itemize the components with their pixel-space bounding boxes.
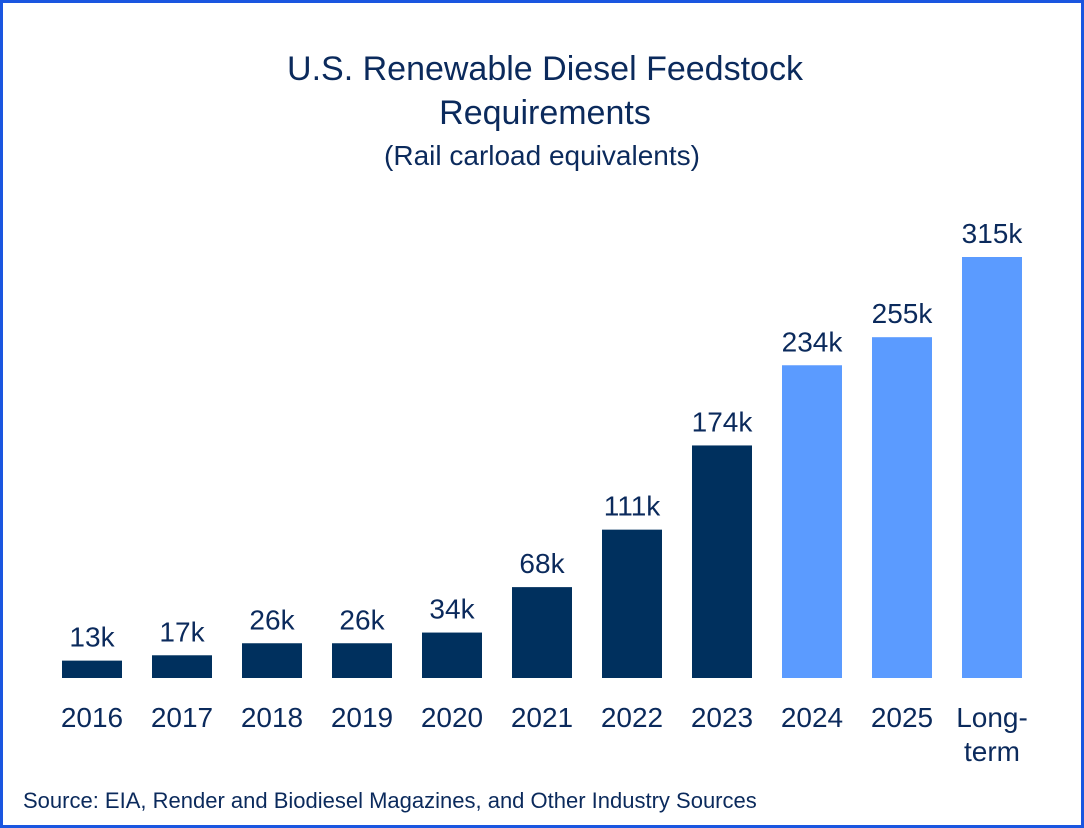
value-label: 17k	[159, 616, 205, 647]
bar	[692, 445, 752, 678]
x-tick-label: 2020	[421, 702, 483, 733]
value-label: 111k	[604, 491, 662, 522]
bar	[872, 337, 932, 678]
value-label: 26k	[339, 604, 385, 635]
value-label: 234k	[782, 326, 844, 357]
x-tick-label: 2019	[331, 702, 393, 733]
value-label: 34k	[429, 594, 475, 625]
x-tick-label: 2021	[511, 702, 573, 733]
value-label: 255k	[872, 298, 934, 329]
source-note: Source: EIA, Render and Biodiesel Magazi…	[23, 788, 757, 813]
value-label: 26k	[249, 604, 295, 635]
x-tick-label: 2016	[61, 702, 123, 733]
chart: 13k 2016 17k 2017 26k 2018 26k 2019 34k 2020 68k 20…	[61, 218, 1028, 767]
bar	[422, 632, 482, 678]
bar	[242, 643, 302, 678]
bar	[62, 660, 122, 678]
value-label: 174k	[692, 406, 754, 437]
bar	[152, 655, 212, 678]
bar	[332, 643, 392, 678]
chart-title: U.S. Renewable Diesel Feedstock Requirem…	[287, 50, 803, 132]
x-tick-label: Long-term	[956, 702, 1028, 767]
bar	[962, 257, 1022, 678]
bar	[602, 529, 662, 678]
bar	[512, 587, 572, 678]
x-tick-label: 2017	[151, 702, 213, 733]
value-label: 68k	[519, 548, 565, 579]
value-label: 315k	[962, 218, 1024, 249]
chart-subtitle: (Rail carload equivalents)	[384, 140, 700, 171]
x-tick-label: 2025	[871, 702, 933, 733]
x-tick-label: 2024	[781, 702, 843, 733]
x-tick-label: 2018	[241, 702, 303, 733]
value-label: 13k	[69, 622, 115, 653]
x-tick-label: 2022	[601, 702, 663, 733]
bar	[782, 365, 842, 678]
x-tick-label: 2023	[691, 702, 753, 733]
